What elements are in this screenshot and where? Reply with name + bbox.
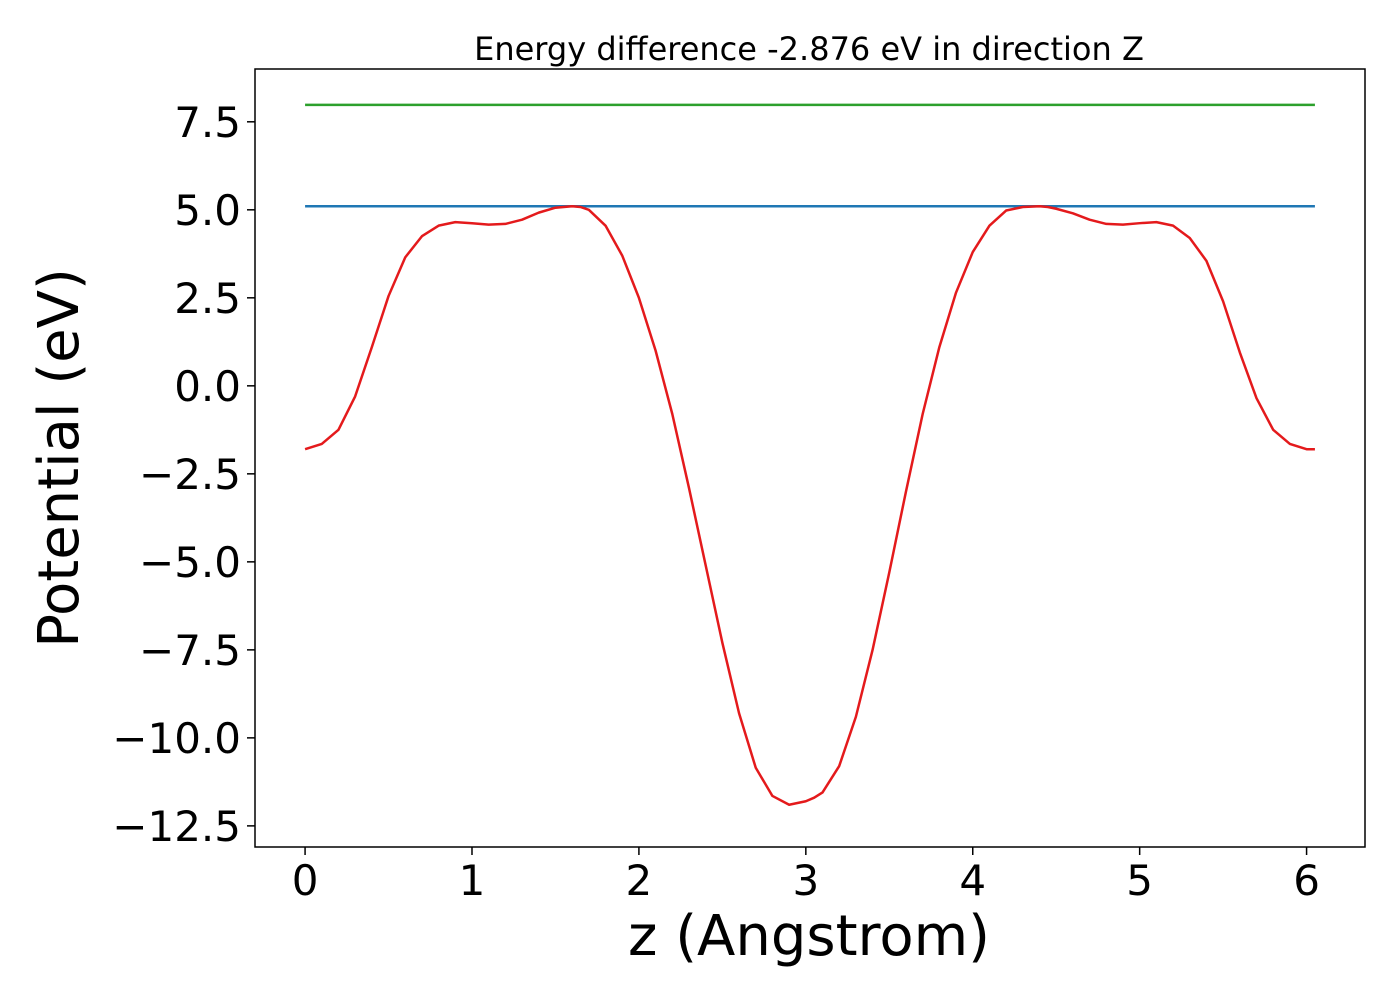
y-tick-label: 5.0 (174, 186, 241, 235)
x-tick-label: 0 (292, 856, 319, 905)
y-tick-label: −7.5 (139, 626, 241, 675)
y-axis-title: Potential (eV) (27, 268, 92, 648)
y-tick-label: −2.5 (139, 450, 241, 499)
y-tick-label: −12.5 (112, 802, 241, 851)
y-tick-label: 7.5 (174, 98, 241, 147)
y-tick-label: −5.0 (139, 538, 241, 587)
series-line-2 (304, 205, 1315, 807)
x-axis: 0 1 2 3 4 5 6 (292, 847, 1320, 905)
plot-frame (254, 68, 1366, 848)
x-tick-label: 6 (1293, 856, 1320, 905)
x-tick-label: 4 (959, 856, 986, 905)
x-tick-label: 1 (459, 856, 486, 905)
x-tick-label: 2 (626, 856, 653, 905)
chart-title: Energy difference -2.876 eV in direction… (474, 30, 1144, 68)
y-tick-label: −10.0 (112, 714, 241, 763)
series-layer (304, 103, 1315, 807)
x-tick-label: 3 (792, 856, 819, 905)
x-axis-title: z (Angstrom) (628, 904, 990, 969)
y-tick-label: 2.5 (174, 274, 241, 323)
y-axis: 7.5 5.0 2.5 0.0 −2.5 −5.0 −7.5 −10.0 −12.5 (112, 98, 255, 851)
x-tick-label: 5 (1126, 856, 1153, 905)
y-tick-label: 0.0 (174, 362, 241, 411)
